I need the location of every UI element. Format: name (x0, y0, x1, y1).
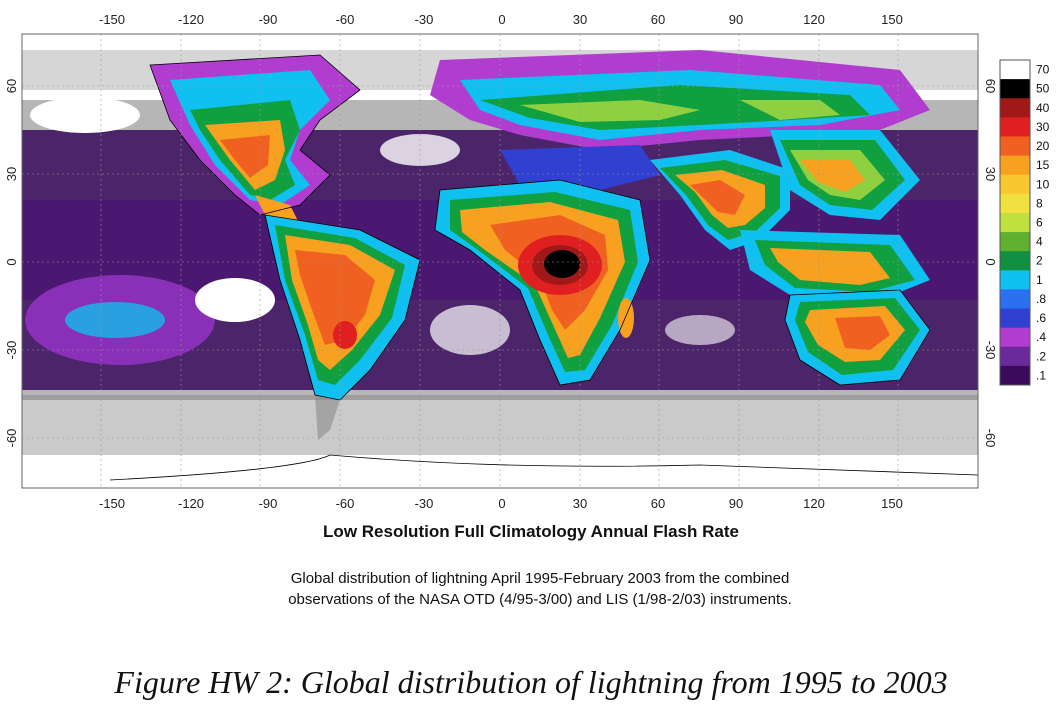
lat-tick-right: -30 (983, 341, 998, 360)
map-title: Low Resolution Full Climatology Annual F… (323, 522, 739, 541)
lat-ticks-left: 60 30 0 -30 -60 (4, 79, 19, 448)
colorbar-swatch (1000, 117, 1030, 137)
lon-tick-top: 120 (803, 12, 825, 27)
colorbar-swatch (1000, 308, 1030, 329)
colorbar-label: .2 (1036, 349, 1046, 363)
lat-tick-right: 30 (983, 167, 998, 181)
colorbar-swatch (1000, 193, 1030, 214)
map-caption: Global distribution of lightning April 1… (180, 568, 900, 610)
colorbar-label: .8 (1036, 292, 1046, 306)
lon-ticks-top: -150 -120 -90 -60 -30 0 30 60 90 120 150 (99, 12, 903, 27)
lat-tick-left: 0 (4, 258, 19, 265)
lon-tick-bottom: 120 (803, 496, 825, 511)
colorbar-label: 30 (1036, 120, 1050, 134)
lon-tick-top: 90 (729, 12, 743, 27)
lon-tick-top: -60 (336, 12, 355, 27)
colorbar-swatch (1000, 212, 1030, 233)
lon-tick-bottom: 90 (729, 496, 743, 511)
colorbar-swatch (1000, 155, 1030, 176)
colorbar-swatch (1000, 270, 1030, 290)
map-frame (21, 33, 979, 489)
lon-tick-top: -150 (99, 12, 125, 27)
lon-tick-bottom: -150 (99, 496, 125, 511)
colorbar-swatch (1000, 232, 1030, 252)
colorbar-label: 20 (1036, 139, 1050, 153)
lon-tick-bottom: 60 (651, 496, 665, 511)
colorbar-swatch (1000, 79, 1030, 99)
colorbar-label: .4 (1036, 330, 1046, 344)
colorbar-swatch (1000, 174, 1030, 195)
colorbar-swatch (1000, 60, 1030, 80)
lat-tick-left: -60 (4, 429, 19, 448)
lon-tick-top: 150 (881, 12, 903, 27)
colorbar-label: 40 (1036, 101, 1050, 115)
colorbar-label: .1 (1036, 368, 1046, 382)
colorbar-label: 50 (1036, 82, 1050, 96)
colorbar-swatch (1000, 327, 1030, 348)
lat-tick-right: -60 (983, 429, 998, 448)
lat-tick-right: 0 (983, 258, 998, 265)
lon-ticks-bottom: -150 -120 -90 -60 -30 0 30 60 90 120 150 (99, 496, 903, 511)
colorbar-label: 1 (1036, 273, 1043, 287)
colorbar-label: .6 (1036, 311, 1046, 325)
lon-tick-bottom: -30 (415, 496, 434, 511)
lon-tick-bottom: -120 (178, 496, 204, 511)
lon-tick-top: -90 (259, 12, 278, 27)
lat-ticks-right: 60 30 0 -30 -60 (983, 79, 998, 448)
colorbar-label: 10 (1036, 177, 1050, 191)
colorbar-label: 6 (1036, 216, 1043, 230)
colorbar-swatch (1000, 136, 1030, 157)
lon-tick-bottom: -60 (336, 496, 355, 511)
lon-tick-bottom: 30 (573, 496, 587, 511)
colorbar: 70 50 40 30 20 15 10 8 6 4 2 1 .8 .6 .4 .2 .1 (999, 59, 1050, 386)
colorbar-label: 2 (1036, 254, 1043, 268)
figure-caption: Figure HW 2: Global distribution of ligh… (114, 664, 948, 700)
colorbar-label: 4 (1036, 235, 1043, 249)
colorbar-label: 8 (1036, 196, 1043, 210)
lon-tick-bottom: -90 (259, 496, 278, 511)
lon-tick-top: 0 (498, 12, 505, 27)
caption-line-2: observations of the NASA OTD (4/95-3/00)… (288, 591, 792, 608)
lon-tick-bottom: 0 (498, 496, 505, 511)
colorbar-swatch (1000, 346, 1030, 367)
coastlines (109, 54, 978, 481)
colorbar-frame (999, 59, 1031, 386)
colorbar-label: 15 (1036, 158, 1050, 172)
colorbar-swatch (1000, 365, 1030, 386)
graticule (22, 34, 978, 488)
lon-tick-top: 60 (651, 12, 665, 27)
lat-tick-left: 30 (4, 167, 19, 181)
colorbar-swatch (1000, 98, 1030, 118)
lat-tick-right: 60 (983, 79, 998, 93)
lon-tick-top: -120 (178, 12, 204, 27)
colorbar-label: 70 (1036, 63, 1050, 77)
lon-tick-bottom: 150 (881, 496, 903, 511)
colorbar-swatch (1000, 289, 1030, 310)
lon-tick-top: 30 (573, 12, 587, 27)
colorbar-swatch (1000, 251, 1030, 271)
lon-tick-top: -30 (415, 12, 434, 27)
caption-line-1: Global distribution of lightning April 1… (290, 570, 790, 587)
lat-tick-left: 60 (4, 79, 19, 93)
lat-tick-left: -30 (4, 341, 19, 360)
